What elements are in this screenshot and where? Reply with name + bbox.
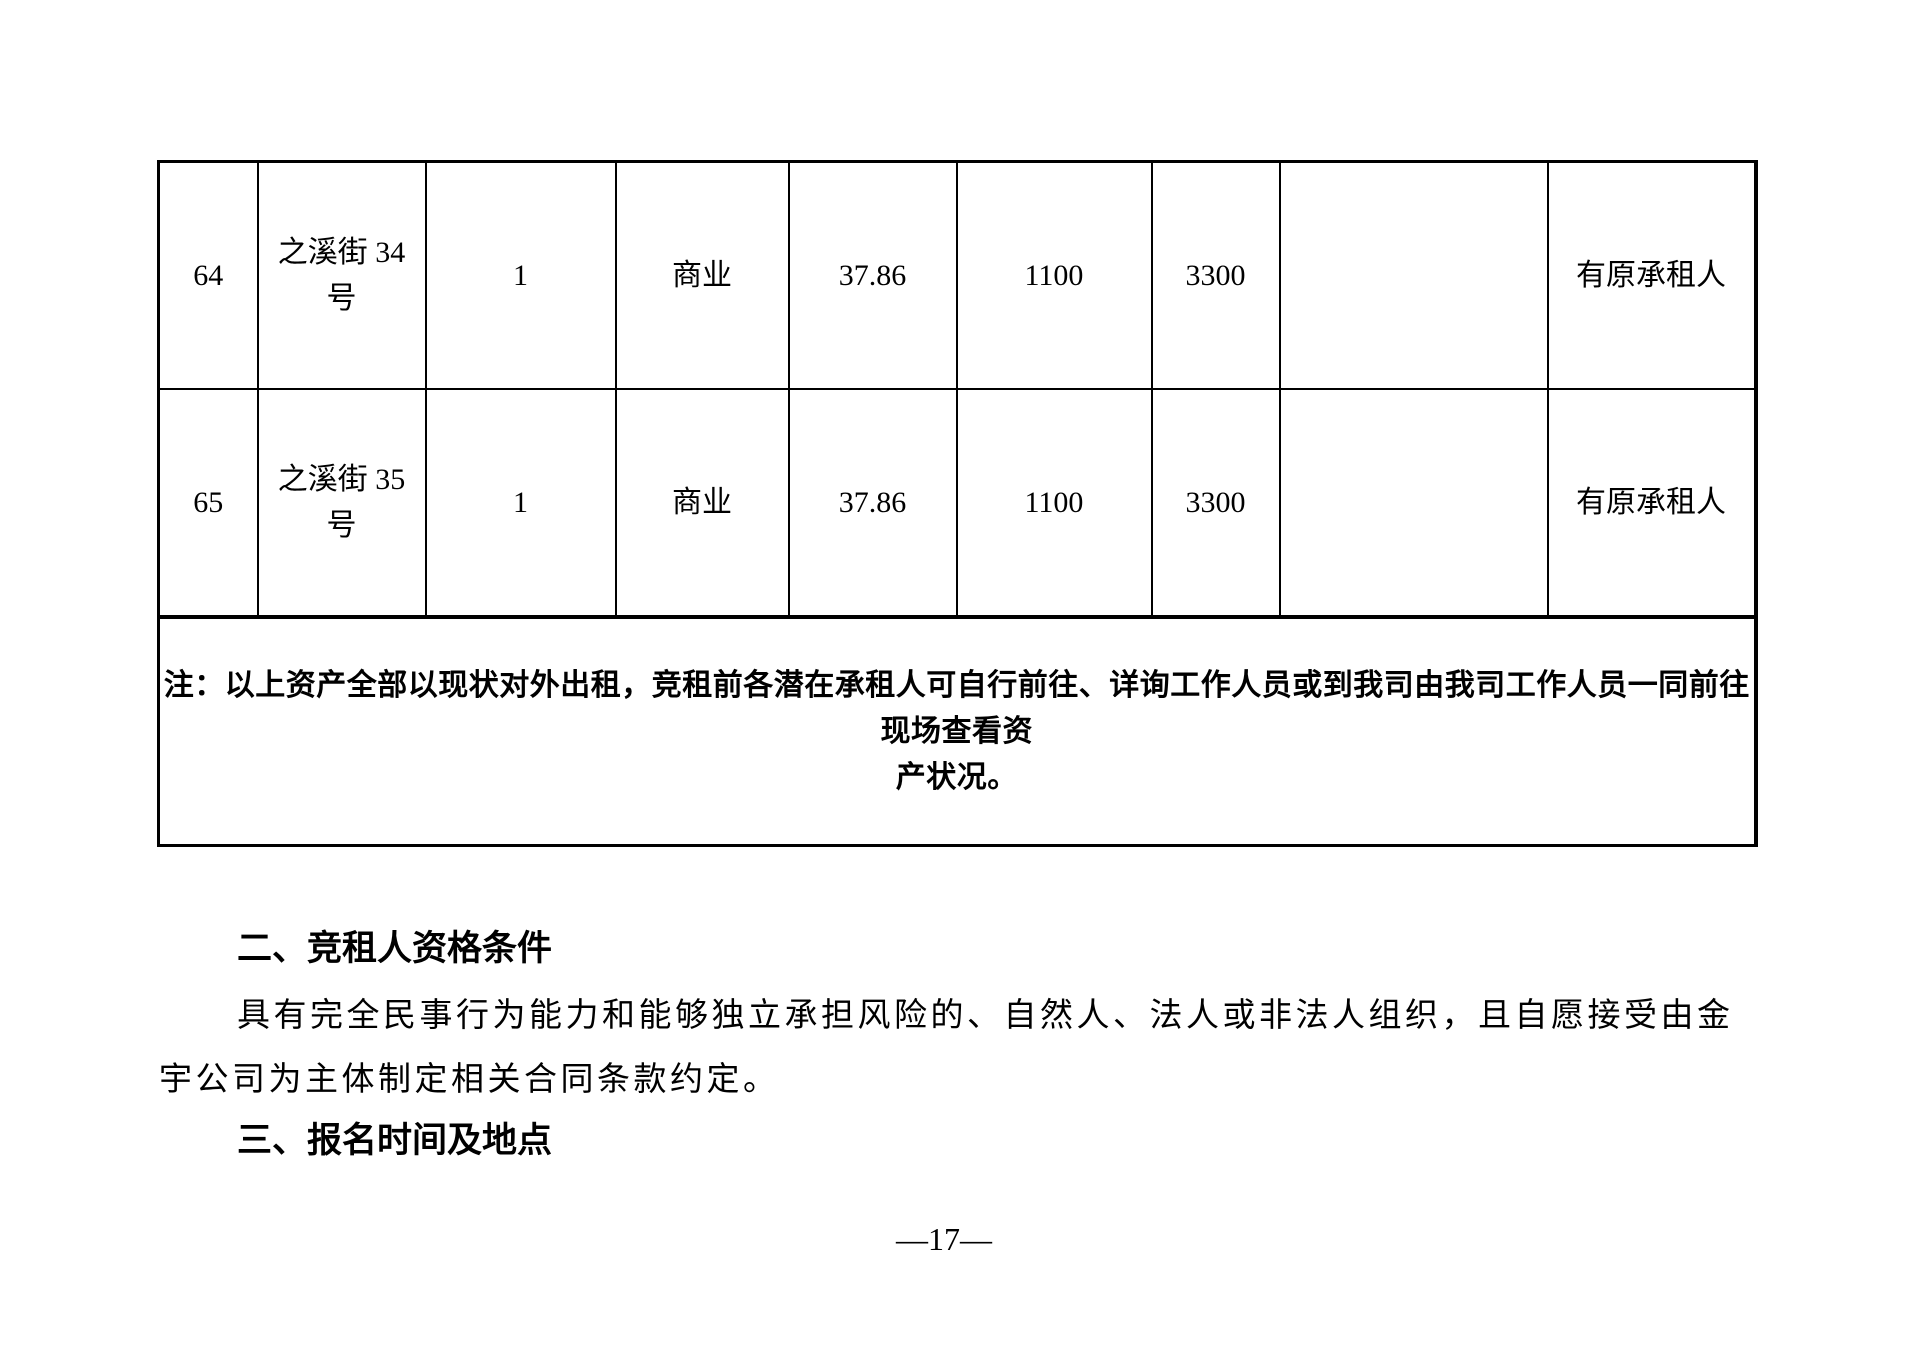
cell-usage: 商业: [614, 388, 790, 619]
page-number: —17—: [896, 1221, 992, 1257]
address-line: 之溪街 34: [277, 235, 406, 269]
body-paragraph: 具有完全民事行为能力和能够独立承担风险的、自然人、法人或非法人组织，且自愿接受由…: [159, 984, 1755, 1112]
table-row: 64 之溪街 34 号 1 商业 37.86 1100 3300 有原承租人: [157, 160, 1757, 390]
note-line: 产状况。: [895, 760, 1018, 794]
cell-usage: 商业: [614, 160, 790, 390]
cell-empty: [1278, 160, 1549, 390]
table-note-row: 注：以上资产全部以现状对外出租，竞租前各潜在承租人可自行前往、详询工作人员或到我…: [157, 616, 1757, 847]
cell-area: 37.86: [787, 160, 958, 390]
cell-value-1: 1100: [955, 388, 1153, 619]
address-line: 号: [326, 281, 357, 315]
asset-table: 64 之溪街 34 号 1 商业 37.86 1100 3300 有原承租人 6…: [157, 160, 1758, 847]
cell-quantity: 1: [424, 160, 617, 390]
cell-address: 之溪街 34 号: [256, 160, 427, 390]
cell-value-2: 3300: [1150, 160, 1281, 390]
cell-area: 37.86: [787, 388, 958, 619]
note-cell: 注：以上资产全部以现状对外出租，竞租前各潜在承租人可自行前往、详询工作人员或到我…: [157, 616, 1757, 847]
cell-seq: 65: [157, 388, 259, 619]
section-heading-qualifications: 二、竞租人资格条件: [237, 929, 553, 968]
paragraph-line: 具有完全民事行为能力和能够独立承担风险的、自然人、法人或非法人组织，且自愿接受由…: [237, 998, 1734, 1034]
section-heading-registration: 三、报名时间及地点: [237, 1121, 553, 1160]
cell-value-1: 1100: [955, 160, 1153, 390]
address-line: 之溪街 35: [277, 462, 406, 496]
paragraph-line: 宇公司为主体制定相关合同条款约定。: [159, 1062, 780, 1098]
address-line: 号: [326, 508, 357, 542]
cell-value-2: 3300: [1150, 388, 1281, 619]
table-row: 65 之溪街 35 号 1 商业 37.86 1100 3300 有原承租人: [157, 388, 1757, 619]
cell-empty: [1278, 388, 1549, 619]
cell-remark: 有原承租人: [1546, 388, 1757, 619]
cell-address: 之溪街 35 号: [256, 388, 427, 619]
cell-seq: 64: [157, 160, 259, 390]
note-line: 注：以上资产全部以现状对外出租，竞租前各潜在承租人可自行前往、详询工作人员或到我…: [163, 668, 1750, 748]
cell-remark: 有原承租人: [1546, 160, 1757, 390]
cell-quantity: 1: [424, 388, 617, 619]
